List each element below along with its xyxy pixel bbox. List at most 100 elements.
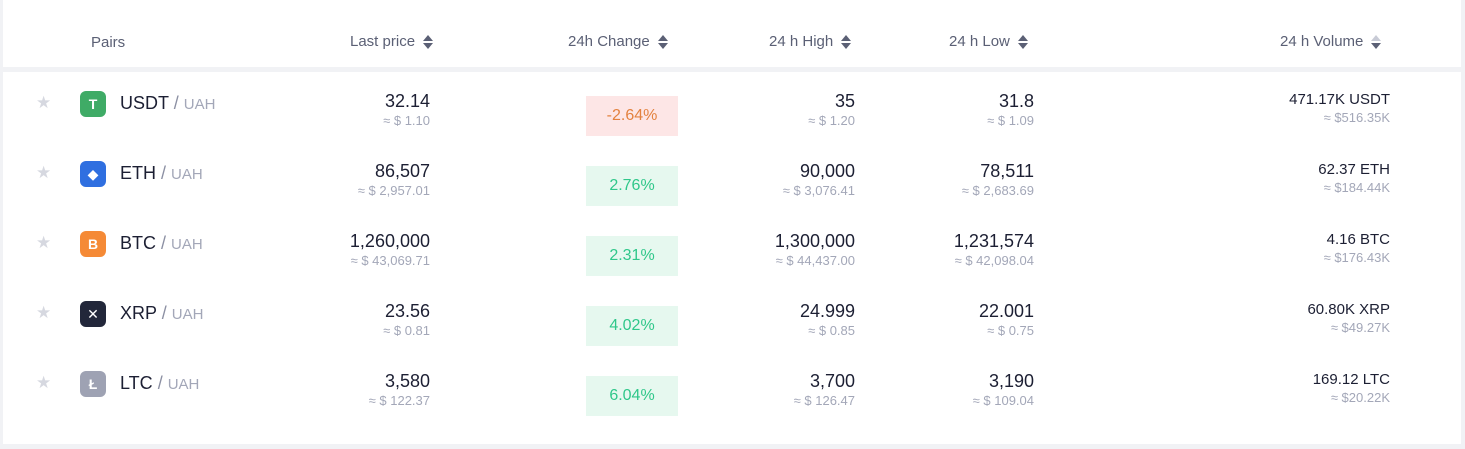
low-price: 3,190	[988, 371, 1034, 391]
high-price-usd: ≈ $ 0.85	[808, 323, 855, 338]
ethereum-icon: ◆	[80, 161, 106, 187]
high-price: 24.999	[799, 301, 855, 321]
high-price-usd: ≈ $ 1.20	[808, 113, 855, 128]
volume: 471.17K USDT	[1289, 91, 1390, 108]
col-pairs-label: Pairs	[91, 34, 126, 51]
last-price-cell: 32.14 ≈ $ 1.10	[383, 90, 430, 129]
pair-name[interactable]: BTC / UAH	[120, 233, 203, 254]
high-cell: 35 ≈ $ 1.20	[808, 90, 855, 129]
volume-usd: ≈ $49.27K	[1330, 320, 1390, 335]
col-low-label: 24 h Low	[949, 33, 1010, 50]
pair-quote: UAH	[171, 306, 204, 323]
favorite-star-icon[interactable]: ★	[36, 303, 52, 322]
low-price: 31.8	[998, 91, 1034, 111]
low-cell: 1,231,574 ≈ $ 42,098.04	[954, 230, 1034, 269]
high-price: 3,700	[809, 371, 855, 391]
change-badge: 6.04%	[586, 376, 678, 416]
pair-separator: /	[161, 233, 167, 253]
last-price-usd: ≈ $ 43,069.71	[350, 253, 430, 268]
pair-base: LTC	[120, 373, 153, 393]
col-volume-label: 24 h Volume	[1280, 33, 1364, 50]
pair-name[interactable]: XRP / UAH	[120, 303, 203, 324]
table-header: Pairs Last price 24h Change 24 h High 24…	[3, 0, 1461, 72]
pair-base: XRP	[120, 303, 157, 323]
volume: 60.80K XRP	[1307, 301, 1390, 318]
col-high[interactable]: 24 h High	[769, 33, 852, 51]
tether-icon: T	[80, 91, 106, 117]
col-last-price-label: Last price	[350, 33, 416, 50]
sort-icon[interactable]	[841, 35, 852, 49]
high-price: 35	[834, 91, 855, 111]
last-price-usd: ≈ $ 122.37	[368, 393, 430, 408]
favorite-star-icon[interactable]: ★	[36, 163, 52, 182]
volume-cell: 471.17K USDT ≈ $516.35K	[1289, 91, 1390, 127]
volume: 169.12 LTC	[1312, 371, 1390, 388]
pair-separator: /	[157, 373, 163, 393]
last-price-cell: 86,507 ≈ $ 2,957.01	[358, 160, 430, 199]
pair-name[interactable]: ETH / UAH	[120, 163, 203, 184]
low-price: 22.001	[978, 301, 1034, 321]
low-price-usd: ≈ $ 2,683.69	[961, 183, 1034, 198]
pair-base: BTC	[120, 233, 156, 253]
low-price-usd: ≈ $ 42,098.04	[954, 253, 1034, 268]
sort-icon[interactable]	[423, 35, 434, 49]
last-price: 23.56	[384, 301, 430, 321]
low-cell: 3,190 ≈ $ 109.04	[973, 370, 1034, 409]
col-volume[interactable]: 24 h Volume	[1280, 33, 1382, 51]
last-price-cell: 1,260,000 ≈ $ 43,069.71	[350, 230, 430, 269]
high-price: 1,300,000	[774, 231, 855, 251]
last-price-usd: ≈ $ 2,957.01	[357, 183, 430, 198]
favorite-star-icon[interactable]: ★	[36, 233, 52, 252]
high-price-usd: ≈ $ 3,076.41	[782, 183, 855, 198]
volume-cell: 169.12 LTC ≈ $20.22K	[1313, 371, 1390, 407]
col-change[interactable]: 24h Change	[568, 33, 668, 51]
table-row[interactable]: ★ Ł LTC / UAH 3,580 ≈ $ 122.37 6.04% 3,7…	[3, 355, 1461, 425]
low-cell: 22.001 ≈ $ 0.75	[979, 300, 1034, 339]
pair-base: USDT	[120, 93, 169, 113]
high-price-usd: ≈ $ 126.47	[793, 393, 855, 408]
ripple-icon: ✕	[80, 301, 106, 327]
volume-cell: 62.37 ETH ≈ $184.44K	[1318, 161, 1390, 197]
high-cell: 24.999 ≈ $ 0.85	[800, 300, 855, 339]
volume-usd: ≈ $184.44K	[1323, 180, 1390, 195]
pair-separator: /	[161, 303, 167, 323]
last-price-cell: 3,580 ≈ $ 122.37	[369, 370, 430, 409]
pair-quote: UAH	[167, 376, 200, 393]
change-badge: 2.31%	[586, 236, 678, 276]
sort-desc-icon[interactable]	[1371, 35, 1382, 49]
table-row[interactable]: ★ ◆ ETH / UAH 86,507 ≈ $ 2,957.01 2.76% …	[3, 145, 1461, 215]
col-change-label: 24h Change	[568, 33, 650, 50]
high-cell: 90,000 ≈ $ 3,076.41	[783, 160, 855, 199]
last-price-usd: ≈ $ 1.10	[383, 113, 430, 128]
high-cell: 1,300,000 ≈ $ 44,437.00	[775, 230, 855, 269]
table-row[interactable]: ★ B BTC / UAH 1,260,000 ≈ $ 43,069.71 2.…	[3, 215, 1461, 285]
col-last-price[interactable]: Last price	[350, 33, 434, 51]
pair-quote: UAH	[183, 96, 216, 113]
favorite-star-icon[interactable]: ★	[36, 373, 52, 392]
low-price-usd: ≈ $ 109.04	[972, 393, 1034, 408]
col-low[interactable]: 24 h Low	[949, 33, 1028, 51]
table-row[interactable]: ★ T USDT / UAH 32.14 ≈ $ 1.10 -2.64% 35 …	[3, 75, 1461, 145]
last-price-cell: 23.56 ≈ $ 0.81	[383, 300, 430, 339]
favorite-star-icon[interactable]: ★	[36, 93, 52, 112]
last-price: 32.14	[384, 91, 430, 111]
col-high-label: 24 h High	[769, 33, 834, 50]
last-price: 86,507	[374, 161, 430, 181]
low-price-usd: ≈ $ 0.75	[987, 323, 1034, 338]
table-row[interactable]: ★ ✕ XRP / UAH 23.56 ≈ $ 0.81 4.02% 24.99…	[3, 285, 1461, 355]
low-cell: 78,511 ≈ $ 2,683.69	[962, 160, 1034, 199]
low-price: 78,511	[980, 161, 1034, 181]
low-price: 1,231,574	[953, 231, 1034, 251]
pair-name[interactable]: USDT / UAH	[120, 93, 215, 114]
sort-icon[interactable]	[657, 35, 668, 49]
sort-icon[interactable]	[1017, 35, 1028, 49]
volume: 62.37 ETH	[1318, 161, 1390, 178]
last-price: 1,260,000	[349, 231, 430, 251]
market-table: Pairs Last price 24h Change 24 h High 24…	[3, 0, 1461, 444]
low-cell: 31.8 ≈ $ 1.09	[987, 90, 1034, 129]
litecoin-icon: Ł	[80, 371, 106, 397]
pair-name[interactable]: LTC / UAH	[120, 373, 199, 394]
pair-quote: UAH	[171, 166, 203, 183]
bitcoin-icon: B	[80, 231, 106, 257]
col-pairs: Pairs	[91, 34, 125, 52]
